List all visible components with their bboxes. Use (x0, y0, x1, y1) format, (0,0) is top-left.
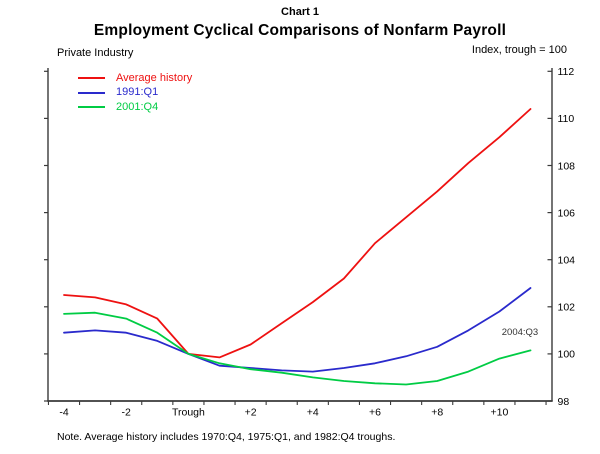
series-line-average-history (63, 108, 532, 359)
x-axis-tick-label: Trough (172, 407, 205, 419)
legend-label: 2001:Q4 (116, 100, 159, 113)
legend-item-average-history: Average history (78, 71, 192, 86)
y-axis-tick-label: 104 (558, 255, 576, 267)
x-axis-tick-label: +8 (431, 407, 443, 419)
series-line-2001-q4 (63, 311, 532, 386)
x-axis-tick-label: +10 (490, 407, 508, 419)
series-end-annotation: 2004:Q3 (501, 327, 539, 338)
x-axis-tick-label: +6 (369, 407, 381, 419)
legend-label: Average history (116, 71, 193, 84)
right-axis-header: Index, trough = 100 (471, 44, 567, 56)
y-axis-tick-label: 112 (558, 66, 575, 78)
y-axis-tick-label: 98 (558, 396, 570, 408)
x-axis-tick-label: -2 (122, 407, 131, 419)
y-axis-tick-label: 108 (558, 160, 576, 172)
legend-line-swatch-blue (78, 91, 105, 94)
y-axis-tick-label: 106 (558, 207, 576, 219)
legend-label: 1991:Q1 (116, 86, 159, 99)
x-axis-tick-label: +4 (307, 407, 319, 419)
chart-legend: Average history 1991:Q1 2001:Q4 (78, 71, 192, 115)
x-axis-tick-label: -4 (59, 407, 68, 419)
y-axis-tick-label: 102 (558, 302, 576, 314)
legend-item-2001q4: 2001:Q4 (78, 100, 192, 115)
chart-number: Chart 1 (281, 6, 319, 18)
legend-line-swatch-red (78, 77, 105, 80)
legend-line-swatch-green (78, 106, 105, 109)
x-axis-tick-label: +2 (245, 407, 257, 419)
chart-footnote: Note. Average history includes 1970:Q4, … (57, 431, 396, 443)
y-axis-tick-label: 100 (558, 349, 576, 361)
series-line-1991-q1 (63, 287, 532, 373)
legend-item-1991q1: 1991:Q1 (78, 86, 192, 101)
y-axis-tick-label: 110 (558, 113, 575, 125)
chart-title: Employment Cyclical Comparisons of Nonfa… (93, 22, 507, 39)
left-axis-header: Private Industry (57, 47, 134, 59)
